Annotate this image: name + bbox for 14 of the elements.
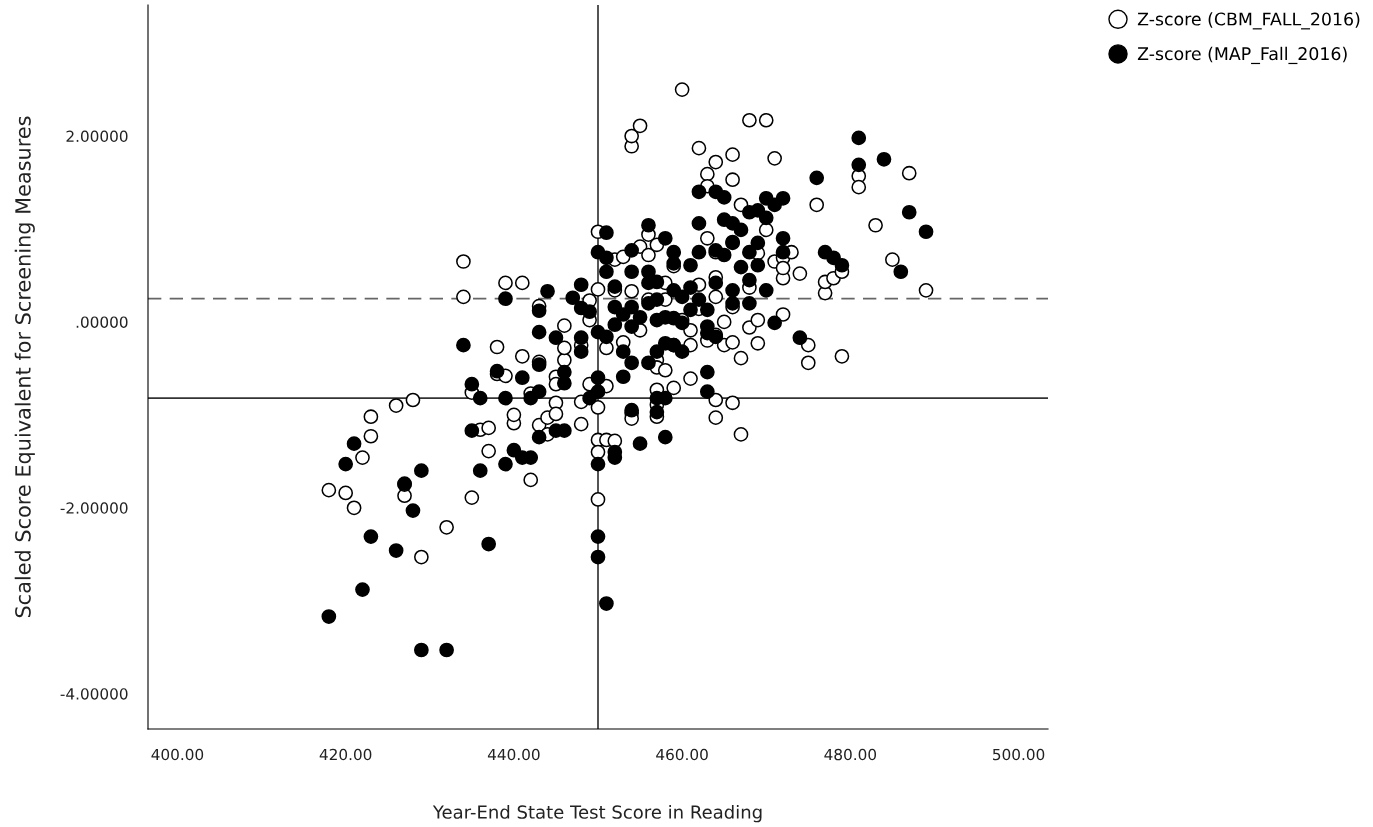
legend-label: Z-score (CBM_FALL_2016) [1137, 12, 1360, 30]
legend-label: Z-score (MAP_Fall_2016) [1137, 46, 1347, 65]
y-tick-label: 2.00000 [66, 130, 128, 143]
y-tick-label: .00000 [76, 316, 128, 328]
x-tick-label: 460.00 [656, 748, 708, 761]
y-tick-label: -2.00000 [60, 502, 128, 514]
y-tick-label: -4.00000 [60, 688, 128, 700]
x-tick-label: 440.00 [487, 748, 540, 761]
x-axis-title: Year-End State Test Score in Reading [432, 804, 762, 823]
x-tick-label: 420.00 [319, 748, 372, 761]
x-tick-label: 400.00 [151, 748, 204, 761]
x-tick-label: 480.00 [824, 748, 877, 761]
x-tick-label: 500.00 [993, 748, 1045, 761]
y-axis-title: Scaled Score Equivalent for Screening Measures [14, 116, 35, 618]
